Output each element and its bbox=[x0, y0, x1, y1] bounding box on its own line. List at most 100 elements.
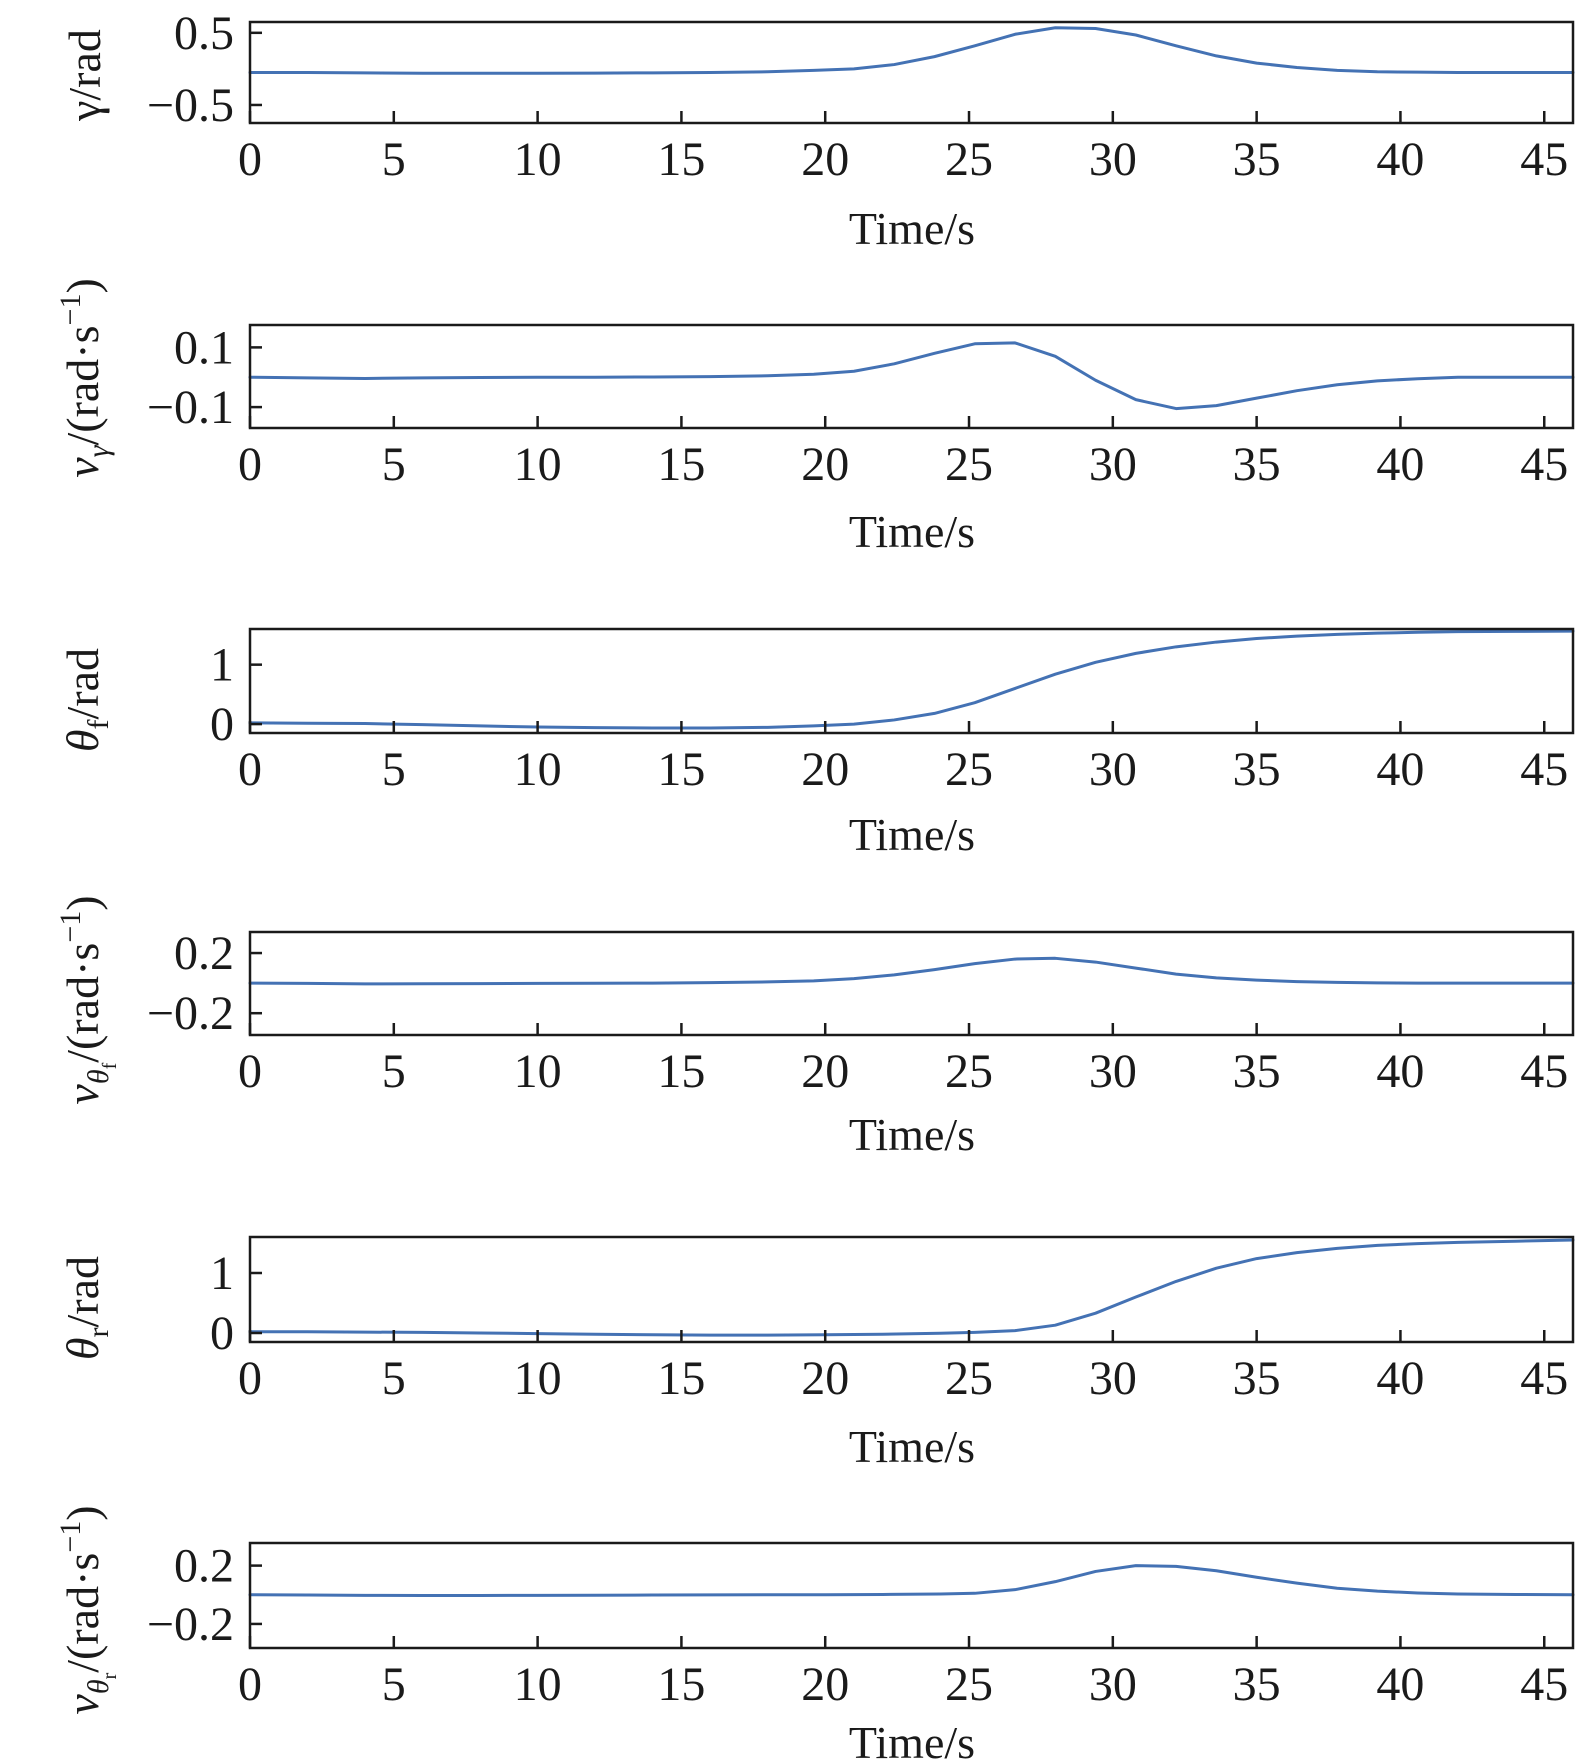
panel-2: vγ/(rad·s−1) 0 5 10 15 20 25 30 35 40 45 0.1 −0.1 T… bbox=[54, 278, 1575, 557]
panel-4-xtick-label: 5 bbox=[382, 1045, 406, 1098]
panel-6-ytick-label: 0.2 bbox=[174, 1540, 234, 1593]
panel-5-xtick-label: 0 bbox=[238, 1352, 262, 1405]
panel-1-xtick-label: 45 bbox=[1520, 133, 1568, 186]
panel-2-xtick-label: 10 bbox=[514, 438, 562, 491]
panel-6-ylabel: vθr/(rad·s−1) bbox=[54, 1505, 121, 1714]
panel-5-xlabel: Time/s bbox=[849, 1421, 975, 1472]
panel-1-xtick-label: 0 bbox=[238, 133, 262, 186]
panel-6: vθr/(rad·s−1) 0 5 10 15 20 25 30 35 40 450.2−0.2 … bbox=[54, 1505, 1575, 1764]
svg-text:vθr/(rad·s−1): vθr/(rad·s−1) bbox=[54, 1505, 121, 1714]
panel-2-series-line bbox=[248, 341, 1575, 411]
panel-1-xtick-label: 10 bbox=[514, 133, 562, 186]
panel-1-frame bbox=[248, 20, 1575, 125]
panel-2-ytick-label: −0.1 bbox=[147, 381, 234, 434]
panel-5-ylabel: θr/rad bbox=[57, 1256, 115, 1360]
panel-5-xtick-label: 35 bbox=[1233, 1352, 1281, 1405]
panel-2-xtick-label: 15 bbox=[657, 438, 705, 491]
panel-3-xtick-label: 25 bbox=[945, 743, 993, 796]
panel-1-ytick-label: −0.5 bbox=[147, 79, 234, 132]
panel-2-xtick-label: 25 bbox=[945, 438, 993, 491]
panel-2-frame bbox=[248, 323, 1575, 430]
panel-2-xtick-label: 35 bbox=[1233, 438, 1281, 491]
panel-2-ylabel: vγ/(rad·s−1) bbox=[54, 278, 115, 478]
panel-1-xtick-label: 25 bbox=[945, 133, 993, 186]
panel-3-series-line bbox=[248, 629, 1575, 730]
panel-4-xtick-label: 45 bbox=[1520, 1045, 1568, 1098]
panel-6-xtick-label: 45 bbox=[1520, 1658, 1568, 1711]
panel-4-plot: 0 5 10 15 20 25 30 35 40 45 0.2 −0.2 bbox=[147, 927, 1575, 1098]
panel-2-xlabel: Time/s bbox=[849, 506, 975, 557]
panel-2-xtick-label: 5 bbox=[382, 438, 406, 491]
panel-6-frame bbox=[248, 1541, 1575, 1650]
panel-4-xtick-label: 40 bbox=[1376, 1045, 1424, 1098]
panel-4-xlabel: Time/s bbox=[849, 1109, 975, 1160]
panel-5-series-line bbox=[248, 1238, 1575, 1337]
panel-5-xtick-label: 45 bbox=[1520, 1352, 1568, 1405]
panel-1-ytick-label: 0.5 bbox=[174, 7, 234, 60]
panel-4-xtick-label: 25 bbox=[945, 1045, 993, 1098]
panel-4-xtick-label: 20 bbox=[801, 1045, 849, 1098]
panel-4-ytick-label: 0.2 bbox=[174, 927, 234, 980]
panel-3-xtick-label: 0 bbox=[238, 743, 262, 796]
panel-6-xtick-label: 20 bbox=[801, 1658, 849, 1711]
panel-3-xtick-label: 45 bbox=[1520, 743, 1568, 796]
panel-2-xtick-label: 30 bbox=[1089, 438, 1137, 491]
svg-text:θr/rad: θr/rad bbox=[57, 1256, 115, 1360]
svg-text:vθf/(rad·s−1): vθf/(rad·s−1) bbox=[54, 895, 121, 1104]
panel-2-xtick-label: 0 bbox=[238, 438, 262, 491]
panel-1-xtick-label: 35 bbox=[1233, 133, 1281, 186]
panel-1-xtick-label: 20 bbox=[801, 133, 849, 186]
panel-4-xtick-label: 15 bbox=[657, 1045, 705, 1098]
panel-5-ytick-label: 0 bbox=[210, 1307, 234, 1360]
svg-text:vγ/(rad·s−1): vγ/(rad·s−1) bbox=[54, 278, 115, 478]
panel-3-ytick-label: 0 bbox=[210, 698, 234, 751]
panel-6-xlabel: Time/s bbox=[849, 1717, 975, 1764]
panel-3-xtick-label: 5 bbox=[382, 743, 406, 796]
panel-6-xtick-label: 25 bbox=[945, 1658, 993, 1711]
panel-3-ylabel: θf/rad bbox=[57, 648, 115, 752]
panel-1-ylabel-text: γ/rad bbox=[59, 29, 110, 122]
panel-6-plot: 0 5 10 15 20 25 30 35 40 45 0.2−0.2 bbox=[147, 1540, 1575, 1711]
panel-1-xtick-label: 30 bbox=[1089, 133, 1137, 186]
panel-5-ytick-label: 1 bbox=[210, 1247, 234, 1300]
panel-6-ytick-label: −0.2 bbox=[147, 1598, 234, 1651]
panel-3-xtick-label: 35 bbox=[1233, 743, 1281, 796]
panel-4-series-line bbox=[248, 956, 1575, 986]
panel-4-ytick-label: −0.2 bbox=[147, 987, 234, 1040]
panel-6-series-line bbox=[248, 1564, 1575, 1597]
panel-6-xtick-label: 15 bbox=[657, 1658, 705, 1711]
panel-6-xtick-label: 10 bbox=[514, 1658, 562, 1711]
panel-3-frame bbox=[248, 627, 1575, 735]
panel-6-xtick-label: 5 bbox=[382, 1658, 406, 1711]
panel-2-xtick-label: 45 bbox=[1520, 438, 1568, 491]
panel-5-xtick-label: 5 bbox=[382, 1352, 406, 1405]
panel-5-xtick-label: 10 bbox=[514, 1352, 562, 1405]
panel-5-frame bbox=[248, 1235, 1575, 1344]
panel-3-xtick-label: 30 bbox=[1089, 743, 1137, 796]
panel-3-xlabel: Time/s bbox=[849, 809, 975, 860]
panel-4-xtick-label: 30 bbox=[1089, 1045, 1137, 1098]
panel-1-xtick-label: 5 bbox=[382, 133, 406, 186]
panel-3-ytick-label: 1 bbox=[210, 639, 234, 692]
panel-2-xtick-label: 40 bbox=[1376, 438, 1424, 491]
panel-1-xtick-label: 40 bbox=[1376, 133, 1424, 186]
panel-5-xtick-label: 40 bbox=[1376, 1352, 1424, 1405]
panel-2-plot: 0 5 10 15 20 25 30 35 40 45 0.1 −0.1 bbox=[147, 321, 1575, 491]
panel-6-xtick-label: 30 bbox=[1089, 1658, 1137, 1711]
panel-3-xtick-label: 15 bbox=[657, 743, 705, 796]
panel-2-ytick-label: 0.1 bbox=[174, 321, 234, 374]
panel-6-xtick-label: 0 bbox=[238, 1658, 262, 1711]
panel-2-xtick-label: 20 bbox=[801, 438, 849, 491]
panel-3-xtick-label: 20 bbox=[801, 743, 849, 796]
panel-4-ylabel: vθf/(rad·s−1) bbox=[54, 895, 121, 1104]
panel-1-ylabel: γ/rad bbox=[59, 29, 110, 122]
panel-1-plot: 0 5 10 15 20 25 30 35 40 45 0.5 −0.5 bbox=[147, 7, 1575, 186]
panel-6-xtick-label: 40 bbox=[1376, 1658, 1424, 1711]
panel-1-xtick-label: 15 bbox=[657, 133, 705, 186]
panel-1-xlabel: Time/s bbox=[849, 203, 975, 254]
